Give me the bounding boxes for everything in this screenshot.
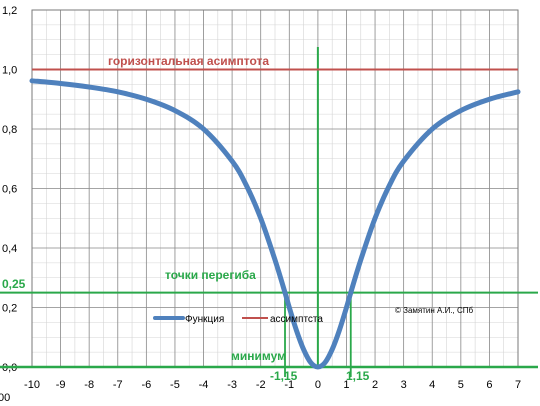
x-tick-label: -4	[199, 379, 209, 391]
legend-label-asymptote: ассимптста	[270, 314, 323, 325]
y-axis-tick-labels: 0,00,20,40,60,81,01,2	[2, 5, 17, 374]
x-tick-label: 5	[458, 379, 464, 391]
x-tick-label: -6	[141, 379, 151, 391]
x-tick-label: 2	[372, 379, 378, 391]
x-tick-label: 4	[429, 379, 435, 391]
x-tick-label: 0	[315, 379, 321, 391]
corner-fragment-text: 00	[0, 392, 10, 401]
inflection-x-right-label: 1,15	[346, 369, 370, 383]
x-tick-label: -8	[84, 379, 94, 391]
legend-label-function: Функция	[185, 314, 224, 325]
y-tick-label: 0,2	[2, 303, 17, 315]
inflection-y-value-label: 0,25	[2, 277, 26, 291]
x-tick-label: -1	[284, 379, 294, 391]
y-tick-label: 1,2	[2, 5, 17, 17]
inflection-points-label: точки перегиба	[165, 268, 256, 282]
x-tick-label: -2	[256, 379, 266, 391]
function-series-line	[29, 78, 521, 370]
green-guide-lines	[0, 47, 538, 377]
x-tick-label: -9	[56, 379, 66, 391]
x-tick-label: 1	[343, 379, 349, 391]
y-tick-label: 1,0	[2, 65, 17, 77]
x-tick-label: -7	[113, 379, 123, 391]
series-lines	[29, 68, 521, 370]
x-tick-label: 3	[401, 379, 407, 391]
inflection-x-left-label: -1,15	[270, 369, 298, 383]
x-tick-label: -5	[170, 379, 180, 391]
x-tick-label: 6	[486, 379, 492, 391]
y-tick-label: 0,6	[2, 184, 17, 196]
x-tick-label: -10	[24, 379, 40, 391]
x-tick-label: 7	[515, 379, 521, 391]
x-axis-tick-labels: -10 -9 -8 -7 -6 -5 -4 -3 -2 -1 0 1 2 3 4 5 6 7	[24, 379, 521, 391]
legend: Функция ассимптста	[153, 314, 323, 325]
x-tick-label: -3	[227, 379, 237, 391]
credit-text: © Замятин А.И., СПб	[395, 306, 474, 315]
y-tick-label: 0,8	[2, 124, 17, 136]
asymptote-label: горизонтальная асимптота	[108, 54, 269, 68]
y-tick-label: 0,4	[2, 243, 17, 255]
minimum-label: минимум	[231, 349, 286, 363]
